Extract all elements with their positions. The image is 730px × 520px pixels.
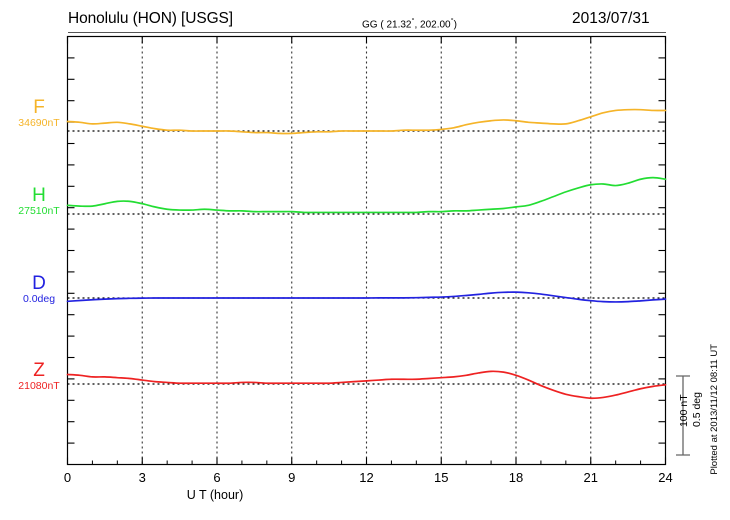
component-traces: [66, 108, 667, 400]
trace-f: [66, 108, 667, 135]
component-baseline-d: 0.0deg: [22, 292, 56, 305]
component-baseline-h: 27510nT: [18, 204, 60, 217]
component-letter-f: F: [33, 97, 45, 118]
degree-icon-1: °: [411, 16, 415, 25]
x-tick-label-18: 18: [508, 470, 524, 485]
x-axis-title-text: U T (hour): [186, 488, 244, 502]
component-label-z: Z 21080nT: [12, 361, 66, 392]
x-tick-label-3: 3: [138, 470, 146, 485]
component-letter-h: H: [32, 185, 46, 206]
header-divider: [68, 32, 666, 33]
degree-icon-2: °: [450, 16, 454, 25]
coords-suffix: ): [453, 19, 457, 31]
component-baseline-f: 34690nT: [18, 116, 60, 129]
x-tick-label-12: 12: [359, 470, 374, 485]
y-axis-ticks: [67, 57, 666, 444]
x-tick-label-0: 0: [63, 470, 72, 485]
geographic-coordinates: GG ( 21.32°, 202.00°): [362, 16, 457, 30]
coords-prefix: GG ( 21.32: [362, 19, 412, 31]
trace-d: [66, 291, 667, 303]
scale-bar-labels: 100 nT 0.5 deg: [678, 392, 704, 428]
x-tick-label-24: 24: [658, 470, 673, 485]
x-tick-label-6: 6: [213, 470, 221, 485]
component-baseline-z: 21080nT: [18, 379, 60, 392]
scale-bar: [676, 375, 690, 456]
x-tick-label-15: 15: [434, 470, 449, 485]
trace-h: [66, 176, 667, 214]
scale-deg-label: 0.5 deg: [690, 392, 703, 428]
grid-lines: [141, 36, 592, 465]
component-letter-z: Z: [33, 360, 45, 381]
plotted-at-timestamp: Plotted at 2013/11/12 08:11 UT: [709, 344, 720, 475]
x-tick-label-21: 21: [583, 470, 598, 485]
coords-mid: , 202.00: [414, 19, 451, 31]
page-title: Honolulu (HON) [USGS]: [68, 10, 234, 27]
observation-date: 2013/07/31: [572, 10, 650, 27]
component-letter-d: D: [32, 273, 46, 294]
component-label-h: H 27510nT: [12, 186, 66, 217]
component-label-f: F 34690nT: [12, 98, 66, 129]
plot-frame: [66, 35, 667, 466]
x-tick-label-9: 9: [288, 470, 296, 485]
scale-nt-label: 100 nT: [678, 394, 690, 428]
component-label-d: D 0.0deg: [12, 274, 66, 305]
x-axis-title: U T (hour): [0, 488, 730, 502]
x-axis-major-ticks: [66, 36, 667, 465]
trace-z: [66, 370, 667, 400]
x-axis-minor-ticks: [91, 460, 642, 465]
